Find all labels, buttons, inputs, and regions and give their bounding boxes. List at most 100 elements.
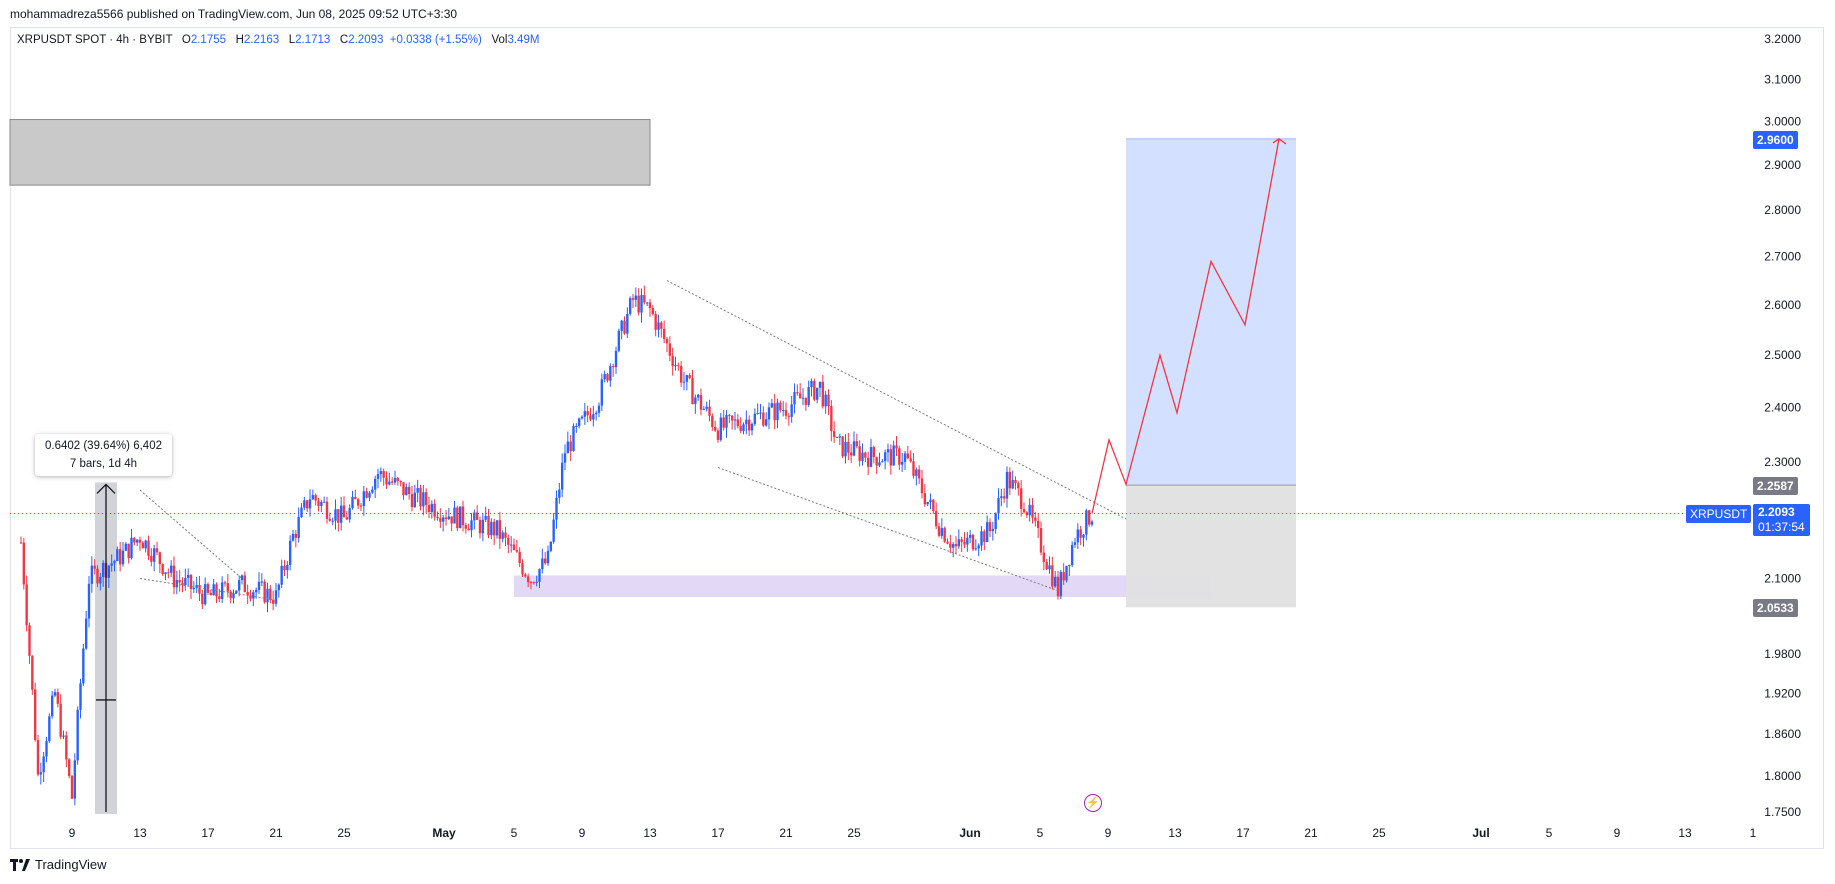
candle-body [96,568,99,584]
candle-body [291,533,295,541]
x-tick-label: Jul [1472,826,1489,840]
candle-body [841,436,844,457]
candle-body [99,576,102,584]
candle-body [759,412,762,414]
candle-body [368,492,371,498]
candle-body [53,692,57,696]
candle-body [422,492,425,507]
candle-body [1079,529,1082,538]
candle-body [883,452,887,462]
candle-body [1017,483,1020,489]
close-value: 2.2093 [348,34,384,46]
candle-body [402,482,405,496]
candle-body [240,575,244,581]
candle-body [606,374,609,381]
candle-body [781,410,785,412]
candle-body [45,741,48,757]
candle-body [589,415,592,420]
candle-body [209,592,213,596]
candle-body [150,555,153,562]
candle-body [218,596,221,599]
candle-body [427,504,431,513]
candle-body [679,366,683,383]
candle-body [535,581,538,583]
candle-body [954,544,958,547]
candle-body [246,592,249,596]
candle-body [626,313,629,334]
flash-icon[interactable]: ⚡ [1084,794,1102,812]
y-tick-label: 3.2000 [1764,32,1801,46]
candle-body [413,492,417,508]
candle-body [660,322,663,329]
candle-body [328,518,332,521]
candle-body [155,548,159,553]
target-zone [1126,138,1296,486]
candle-body [600,379,604,406]
candle-body [1014,479,1017,484]
candle-body [334,509,337,521]
chart-frame[interactable] [10,27,1824,849]
candle-body [317,500,320,506]
candle-body [985,522,989,543]
candle-body [886,449,890,453]
candle-body [342,505,346,518]
candle-body [172,565,176,588]
candle-body [546,550,550,564]
candle-body [311,495,315,500]
y-tick-label: 2.7000 [1764,250,1801,264]
candle-body [943,528,946,542]
candle-body [575,426,578,428]
candle-body [586,411,589,416]
last-price-value: 2.2093 [1758,505,1795,519]
candle-body [447,516,451,520]
candle-body [994,513,997,529]
candle-body [903,453,907,462]
candle-body [804,397,808,405]
entry-price-label: 2.2587 [1753,477,1798,495]
candle-body [266,588,269,603]
candle-body [382,471,385,478]
candle-body [223,582,227,584]
candle-body [988,522,992,532]
candle-body [388,481,391,485]
x-tick-label: 5 [1546,826,1553,840]
candle-body [121,550,125,565]
candle-body [167,572,170,574]
candle-body [764,419,768,426]
candle-body [1034,517,1037,521]
candle-body [19,542,23,544]
y-tick-label: 3.1000 [1764,73,1801,87]
candle-body [603,374,606,380]
candle-body [597,405,601,413]
candle-body [1031,504,1034,518]
candle-body [206,584,210,593]
candle-body [138,539,142,543]
candle-body [22,542,26,585]
candle-body [269,588,272,601]
candle-body [722,417,725,428]
candle-body [70,775,74,799]
candle-body [67,759,71,776]
candle-body [623,320,626,334]
candle-body [407,486,411,494]
candle-body [31,655,34,690]
footer-brand[interactable]: TradingView [10,857,107,872]
x-tick-label: 9 [69,826,76,840]
target-price-label: 2.9600 [1753,131,1798,149]
open-label: O [181,34,191,46]
candle-body [87,583,91,619]
symbol-label[interactable]: XRPUSDT SPOT · 4h · BYBIT [17,34,173,46]
candle-body [515,550,519,552]
candle-body [750,423,754,431]
candle-body [490,521,493,536]
candle-body [464,525,468,529]
candle-body [331,520,334,522]
candle-body [793,392,796,405]
candle-body [509,544,513,546]
candle-body [453,507,456,524]
candle-body [699,394,703,410]
x-tick-label: 25 [337,826,351,840]
tradingview-logo-icon [10,858,30,871]
candle-body [657,322,660,330]
